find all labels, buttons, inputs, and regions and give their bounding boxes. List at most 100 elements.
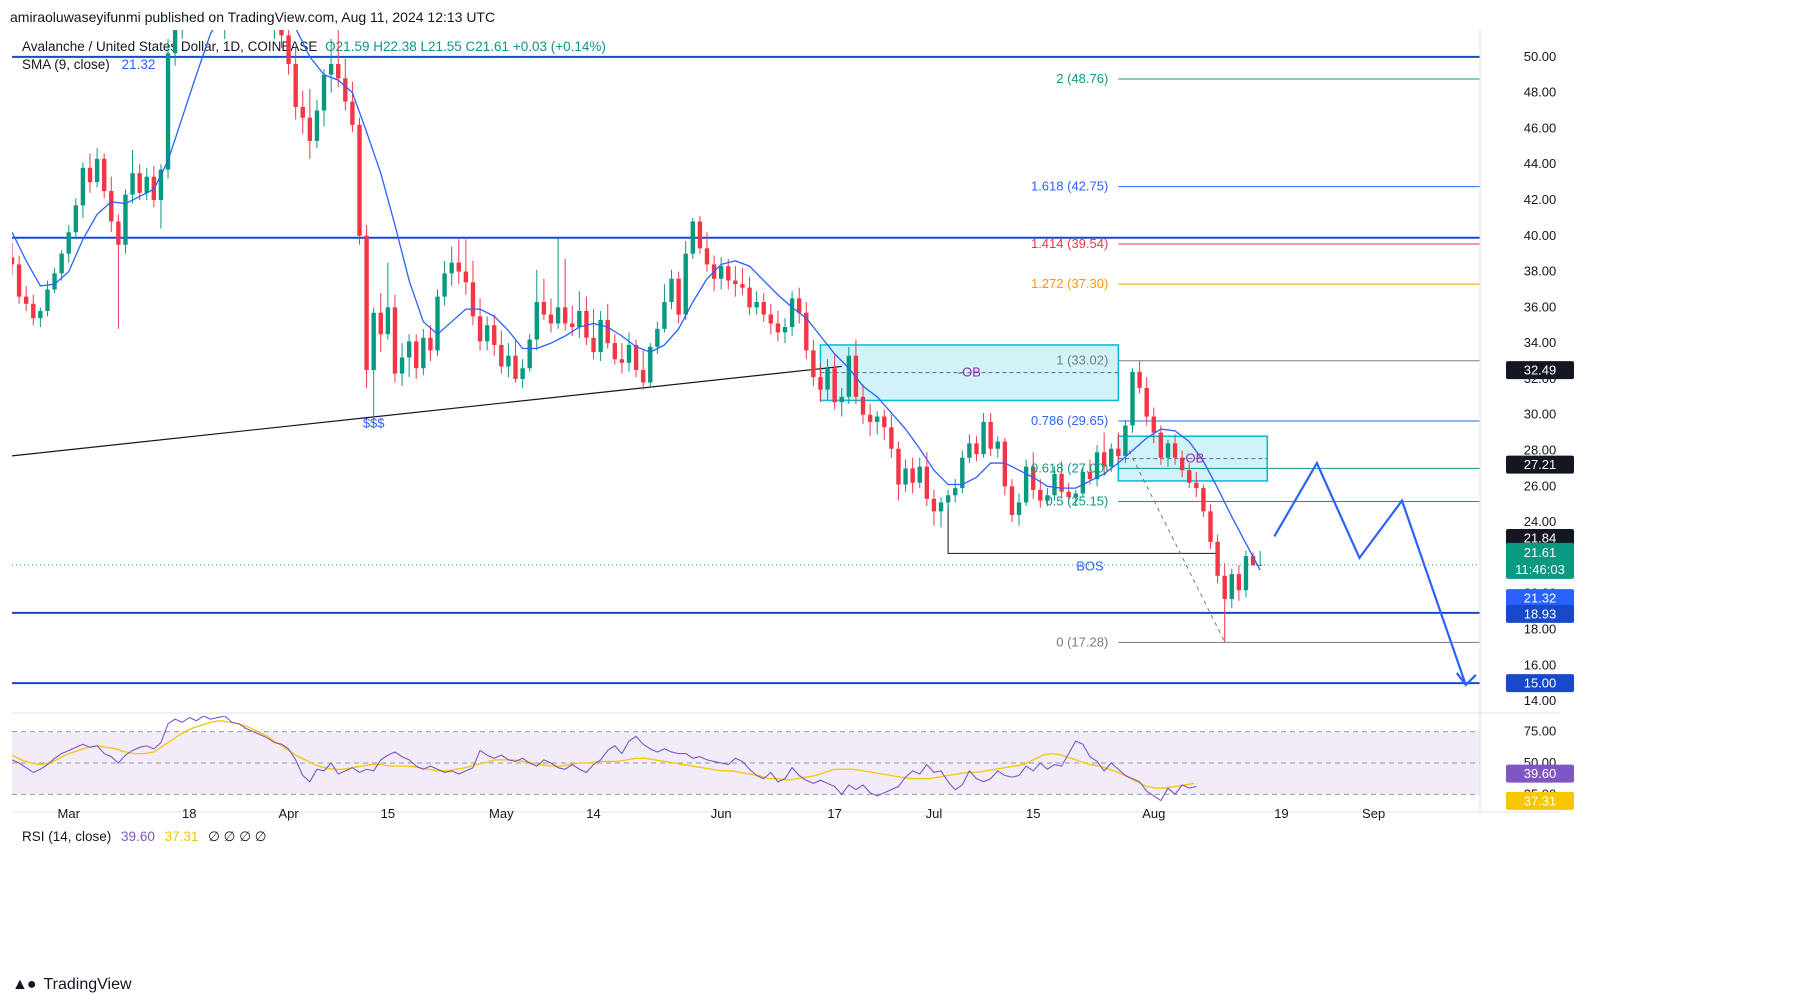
candle	[1144, 377, 1149, 426]
candle	[1179, 450, 1185, 478]
candle	[917, 457, 922, 489]
candle	[1080, 466, 1086, 498]
candle	[307, 89, 313, 159]
candle-body	[1038, 489, 1043, 501]
candle	[399, 343, 405, 387]
candle-body	[974, 443, 979, 455]
candle-body	[839, 396, 844, 403]
candle	[775, 310, 781, 342]
candle-body	[1080, 472, 1086, 494]
candle	[80, 162, 86, 218]
x-axis-label-8: Jul	[926, 806, 943, 821]
candle-body	[123, 194, 128, 245]
candle	[981, 412, 986, 458]
annotation-1: BOS	[1076, 558, 1104, 573]
sma-line	[12, 30, 1261, 571]
price-badge-0-box	[1506, 361, 1574, 380]
candle-body	[832, 368, 837, 403]
candle-body	[811, 350, 816, 378]
candle	[839, 387, 844, 417]
candle-body	[23, 296, 29, 304]
candle	[974, 436, 979, 462]
candle-body	[506, 355, 511, 367]
candle	[910, 457, 915, 494]
candle-body	[818, 377, 823, 390]
candle-body	[1250, 556, 1256, 566]
candle-body	[626, 344, 632, 363]
candle-body	[683, 253, 688, 315]
candle-body	[1101, 452, 1107, 467]
candle	[874, 411, 880, 435]
main-pane	[12, 30, 1480, 687]
candle-body	[421, 337, 426, 369]
candle	[456, 239, 461, 285]
price-badge-2-box	[1506, 529, 1574, 547]
candle-body	[343, 78, 348, 102]
candle-body	[449, 262, 454, 274]
candle-body	[1151, 416, 1156, 433]
rsi-empty-values: ∅ ∅ ∅ ∅	[208, 829, 267, 844]
candle	[94, 148, 100, 188]
candle-body	[1187, 470, 1192, 483]
chart-frame[interactable]: -OB -OB 2 (48.76) 1.618 (42.75) 1.414 (39.54…	[12, 30, 1814, 970]
candle	[336, 30, 341, 88]
rsi-value-legend: 39.60	[121, 829, 155, 844]
candle-body	[945, 495, 951, 503]
candle	[619, 343, 625, 374]
candle	[1172, 434, 1178, 465]
candle	[548, 298, 554, 333]
price-chart[interactable]: -OB -OB 2 (48.76) 1.618 (42.75) 1.414 (39.54…	[12, 30, 1814, 970]
candle	[130, 149, 135, 204]
price-badge-1-box	[1506, 455, 1574, 474]
candle	[1201, 484, 1206, 517]
symbol-legend: Avalanche / United States Dollar, 1D, CO…	[22, 39, 606, 54]
bos-line	[947, 500, 1218, 554]
candle-body	[1243, 556, 1249, 591]
candle	[811, 339, 816, 387]
candle	[1257, 551, 1263, 566]
candle-body	[371, 312, 376, 370]
fib-label-8: 0 (17.28)	[1056, 634, 1108, 649]
rsi-ma-value-badge-text: 37.31	[1524, 793, 1557, 808]
candle	[683, 241, 688, 320]
price-tick-0: 14.00	[1524, 693, 1557, 708]
ohlc-values: O21.59 H22.38 L21.55 C21.61 +0.03 (+0.14…	[325, 39, 606, 54]
candle	[23, 285, 29, 311]
x-axis-label-5: 14	[586, 806, 600, 821]
candle-body	[31, 303, 36, 319]
candle-body	[137, 173, 142, 193]
candle-body	[690, 221, 696, 254]
candle	[470, 260, 476, 326]
candle	[1045, 488, 1050, 506]
sma-value: 21.32	[121, 57, 156, 72]
x-axis-label-6: Jun	[711, 806, 732, 821]
candle-body	[967, 443, 972, 458]
price-badge-0-text: 32.49	[1524, 363, 1557, 378]
candle	[882, 409, 887, 440]
price-badge-6-text: 15.00	[1524, 676, 1557, 691]
candle-body	[66, 232, 71, 254]
candle-body	[1023, 466, 1029, 503]
candle	[406, 334, 412, 378]
candle-body	[1016, 502, 1022, 515]
candle-body	[960, 457, 965, 489]
candle	[931, 489, 937, 526]
candle-body	[754, 302, 759, 308]
candle-body	[882, 416, 887, 428]
candle	[279, 30, 284, 48]
sma-legend: SMA (9, close) 21.32	[22, 57, 155, 72]
candle-body	[492, 325, 497, 345]
candle	[321, 69, 327, 127]
candle	[435, 289, 440, 356]
candle	[889, 414, 894, 458]
candle-body	[1123, 425, 1128, 456]
candle-body	[300, 106, 305, 118]
candle	[16, 255, 22, 304]
candle	[690, 217, 696, 260]
candle	[1059, 461, 1064, 499]
candle-body	[1137, 371, 1142, 388]
candle-body	[1130, 371, 1135, 426]
candle-body	[570, 323, 575, 328]
rsi-line	[12, 716, 1197, 802]
candle-body	[1073, 493, 1078, 498]
